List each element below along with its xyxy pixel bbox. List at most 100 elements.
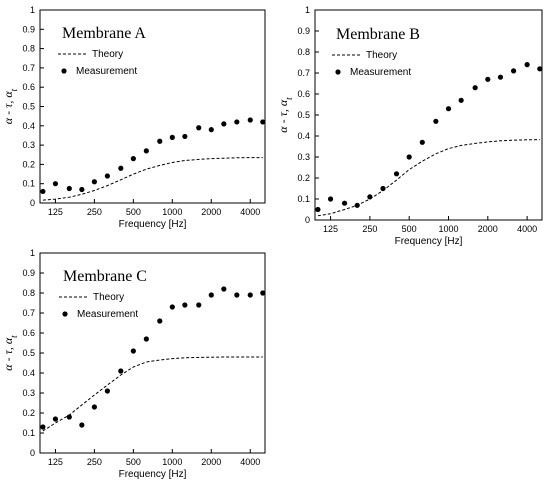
y-tick-label: 0.9 — [22, 268, 35, 278]
measurement-point — [221, 286, 227, 292]
theory-line — [317, 139, 540, 217]
y-tick-label: 0.8 — [297, 47, 310, 57]
x-tick-label: 125 — [48, 207, 63, 217]
x-tick-label: 1000 — [162, 457, 182, 467]
measurement-point — [182, 302, 188, 308]
y-tick-label: 0.9 — [297, 26, 310, 36]
measurement-point — [130, 156, 136, 162]
y-tick-label: 0.3 — [22, 140, 35, 150]
y-tick-label: 0.7 — [22, 63, 35, 73]
measurement-point — [510, 68, 517, 74]
y-tick-label: 0.4 — [22, 368, 35, 378]
y-tick-label: 0.1 — [22, 179, 35, 189]
panel-title: Membrane A — [62, 25, 146, 42]
measurement-point — [315, 206, 321, 213]
chart-panel-3: 0 0.1 0.2 0.3 0.4 0.5 0.6 0.7 0.8 0.9 1 125 250 500 10… — [1, 248, 266, 480]
measurement-point — [393, 171, 400, 177]
y-tick-label: 0.6 — [297, 89, 310, 99]
y-tick-label: 0.4 — [22, 121, 35, 131]
measurement-point — [143, 336, 149, 342]
measurement-point — [40, 424, 46, 430]
legend-measurement-label: Measurement — [77, 309, 138, 320]
measurement-point — [79, 422, 85, 428]
y-tick-label: 0.7 — [297, 68, 310, 78]
legend-theory-label: Theory — [92, 49, 123, 60]
x-tick-label: 2000 — [201, 207, 221, 217]
x-tick-label: 4000 — [240, 207, 260, 217]
y-tick-label: 0 — [305, 215, 310, 225]
x-tick-label: 500 — [402, 224, 417, 234]
measurement-point — [196, 302, 202, 308]
y-axis-title: α - τ, αt — [1, 335, 19, 371]
y-tick-label: 0.3 — [297, 152, 310, 162]
y-tick-label: 0.8 — [22, 288, 35, 298]
x-axis-title: Frequency [Hz] — [395, 236, 463, 247]
y-tick-label: 0 — [30, 198, 35, 208]
measurement-point — [485, 76, 491, 82]
measurement-point — [406, 154, 412, 160]
y-tick-label: 0.8 — [22, 44, 35, 54]
legend-measurement-swatch — [61, 68, 67, 74]
x-tick-label: 4000 — [517, 224, 537, 234]
x-axis-title: Frequency [Hz] — [119, 469, 187, 480]
measurement-point — [182, 133, 188, 140]
y-tick-label: 0.2 — [22, 408, 35, 418]
measurement-point — [221, 121, 227, 127]
y-tick-label: 0.1 — [22, 428, 35, 438]
x-tick-label: 1000 — [162, 207, 182, 217]
x-tick-label: 250 — [87, 207, 102, 217]
chart-panel-1: 0 0.1 0.2 0.3 0.4 0.5 0.6 0.7 0.8 0.9 1 125 250 500 10… — [1, 5, 266, 230]
measurement-point — [380, 185, 386, 192]
measurement-point — [433, 118, 439, 124]
panel-title: Membrane C — [63, 268, 147, 285]
y-tick-label: 0 — [30, 448, 35, 458]
y-axis-title: α - τ, αt — [1, 88, 19, 124]
y-tick-label: 0.2 — [22, 159, 35, 169]
x-tick-label: 2000 — [201, 457, 221, 467]
measurement-point — [234, 119, 240, 125]
x-tick-label: 1000 — [438, 224, 458, 234]
y-tick-label: 1 — [305, 5, 310, 15]
chart-panel-2: 0 0.1 0.2 0.3 0.4 0.5 0.6 0.7 0.8 0.9 1 125 250 500 10… — [276, 5, 543, 247]
legend-measurement-label: Measurement — [350, 67, 411, 78]
measurement-point — [341, 200, 348, 206]
y-axis-title: α - τ, αt — [276, 97, 294, 133]
x-tick-label: 250 — [87, 457, 102, 467]
measurement-point — [208, 127, 214, 133]
measurement-point — [327, 196, 334, 202]
measurement-point — [40, 188, 46, 195]
measurement-point — [79, 186, 85, 193]
measurement-point — [247, 292, 253, 298]
y-tick-label: 0.6 — [22, 82, 35, 92]
y-tick-label: 0.2 — [297, 173, 310, 183]
measurement-point — [157, 318, 163, 324]
y-tick-label: 0.6 — [22, 328, 35, 338]
measurement-point — [260, 290, 266, 296]
theory-line — [42, 157, 263, 201]
panel-title: Membrane B — [336, 26, 420, 43]
x-tick-label: 250 — [362, 224, 377, 234]
y-tick-label: 1 — [30, 248, 35, 258]
y-tick-label: 0.3 — [22, 388, 35, 398]
y-tick-label: 0.5 — [22, 348, 35, 358]
x-tick-label: 2000 — [478, 224, 498, 234]
measurement-point — [91, 404, 97, 410]
measurement-point — [367, 194, 373, 200]
measurement-point — [260, 119, 266, 125]
measurement-point — [497, 74, 504, 80]
x-axis-title: Frequency [Hz] — [119, 219, 187, 230]
measurement-point — [66, 414, 72, 420]
measurement-point — [130, 348, 136, 354]
legend-theory-label: Theory — [93, 292, 124, 303]
measurement-point — [196, 125, 202, 131]
y-tick-label: 0.4 — [297, 131, 310, 141]
y-tick-label: 1 — [30, 5, 35, 15]
measurement-point — [118, 165, 124, 171]
measurement-point — [247, 117, 253, 123]
y-tick-label: 0.9 — [22, 24, 35, 34]
measurement-point — [169, 304, 175, 310]
measurement-point — [104, 173, 110, 179]
x-tick-label: 500 — [126, 207, 141, 217]
legend-measurement-swatch — [62, 311, 68, 317]
measurement-point — [157, 138, 163, 144]
